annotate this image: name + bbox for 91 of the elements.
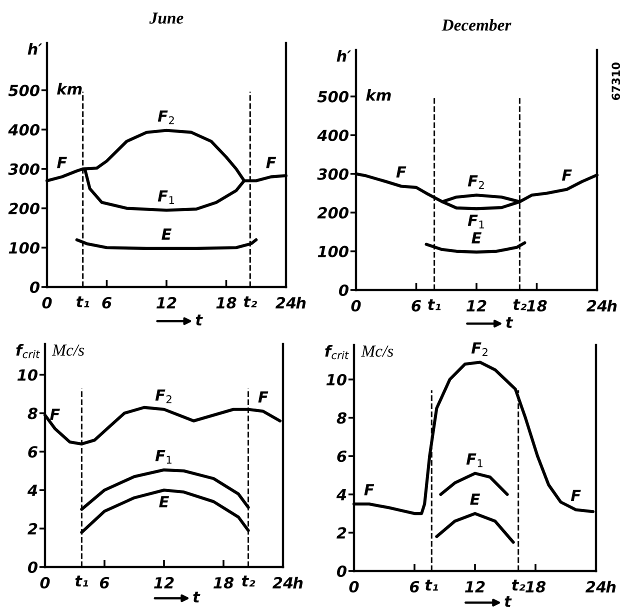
text: h bbox=[606, 580, 616, 592]
annotation: Mc/s bbox=[361, 346, 394, 357]
x-tick-label: 0 bbox=[349, 580, 359, 593]
annotation: E bbox=[159, 496, 170, 508]
annotation: F$_{2}$ bbox=[471, 342, 488, 356]
y-tick-label: 10 bbox=[326, 374, 347, 386]
annotation: F bbox=[266, 156, 276, 168]
x-tick-label: 24 bbox=[585, 580, 606, 592]
y-tick-label: 8 bbox=[28, 408, 38, 420]
x-tick-label: 12 bbox=[466, 300, 486, 312]
text: h bbox=[296, 296, 306, 308]
annotation: F bbox=[57, 156, 67, 168]
y-axis-title: h′ bbox=[28, 43, 42, 55]
text: 67310 bbox=[612, 62, 620, 100]
y-tick-label: 2 bbox=[336, 527, 346, 538]
x-tick-label: 0 bbox=[40, 576, 50, 589]
y-tick-label: 0 bbox=[336, 565, 347, 578]
annotation: F$_{2}$ bbox=[158, 110, 174, 124]
y-axis-title: f$_{crit}$ bbox=[325, 345, 349, 360]
y-tick-label: 6 bbox=[337, 450, 347, 462]
y-tick-label: 0 bbox=[28, 561, 38, 574]
x-axis-title: t bbox=[196, 314, 203, 326]
ref-line-label: t₂ bbox=[244, 296, 258, 308]
annotation: km bbox=[366, 89, 391, 101]
annotation: E bbox=[162, 228, 172, 240]
annotation: E bbox=[472, 232, 482, 244]
y-tick-label: 400 bbox=[8, 124, 40, 136]
x-tick-label: 0 bbox=[42, 296, 52, 309]
x-tick-label: 18 bbox=[526, 300, 547, 312]
x-axis-title: t bbox=[506, 317, 514, 328]
y-tick-label: 10 bbox=[17, 369, 38, 381]
x-tick-label: 18 bbox=[214, 576, 234, 589]
x-tick-label: 6 bbox=[412, 300, 422, 312]
annotation: F bbox=[570, 490, 581, 501]
x-axis-title: t bbox=[504, 596, 512, 607]
annotation: F$_{2}$ bbox=[155, 389, 172, 404]
annotation: F bbox=[258, 391, 268, 403]
y-tick-label: 100 bbox=[318, 246, 349, 258]
y-tick-label: 200 bbox=[317, 207, 349, 219]
y-tick-label: 4 bbox=[336, 489, 346, 500]
x-tick-label: 18 bbox=[526, 580, 546, 593]
ref-line-label: t₂ bbox=[242, 576, 256, 586]
y-tick-label: 100 bbox=[8, 242, 40, 254]
x-tick-label: 12 bbox=[156, 296, 176, 308]
annotation: F$_{1}$ bbox=[466, 453, 482, 468]
annotation: F bbox=[562, 169, 572, 181]
ref-line-label: t₁ bbox=[76, 296, 90, 308]
x-tick-label: 0 bbox=[351, 300, 361, 312]
x-tick-label: 6 bbox=[102, 297, 112, 309]
y-tick-label: 500 bbox=[317, 90, 349, 102]
y-tick-label: 0 bbox=[30, 281, 40, 294]
x-tick-label: 24 bbox=[272, 576, 293, 588]
x-tick-label: 6 bbox=[410, 581, 420, 593]
annotation: F$_{1}$ bbox=[155, 450, 172, 464]
annotation: F bbox=[396, 166, 406, 178]
chart-title: June bbox=[149, 12, 184, 24]
y-axis-title: f$_{crit}$ bbox=[16, 344, 40, 358]
y-tick-label: 500 bbox=[8, 84, 40, 96]
annotation: F$_{1}$ bbox=[158, 190, 174, 204]
ref-line-label: t₂ bbox=[512, 580, 526, 591]
annotation: F$_{2}$ bbox=[468, 175, 484, 189]
y-axis-title: h′ bbox=[336, 50, 352, 62]
annotation: E bbox=[470, 494, 480, 505]
ref-line-label: t₁ bbox=[425, 580, 438, 591]
y-tick-label: 6 bbox=[28, 446, 38, 458]
ref-line-label: t₁ bbox=[428, 299, 441, 310]
annotation: F bbox=[50, 408, 60, 420]
ref-line-label: t₁ bbox=[75, 576, 88, 586]
y-tick-label: 8 bbox=[336, 412, 346, 424]
x-tick-label: 12 bbox=[154, 576, 174, 588]
chart-title: December bbox=[442, 18, 512, 31]
ref-line-label: t₂ bbox=[513, 299, 527, 310]
y-tick-label: 300 bbox=[8, 163, 40, 175]
text: h bbox=[293, 576, 303, 588]
annotation: F$_{1}$ bbox=[468, 214, 484, 228]
x-tick-label: 24 bbox=[586, 300, 607, 312]
annotation: km bbox=[57, 82, 82, 94]
x-tick-label: 6 bbox=[100, 577, 110, 589]
y-tick-label: 2 bbox=[28, 523, 38, 534]
y-tick-label: 0 bbox=[338, 284, 349, 296]
y-tick-label: 300 bbox=[317, 168, 349, 180]
x-tick-label: 24 bbox=[275, 296, 296, 308]
y-tick-label: 400 bbox=[317, 130, 349, 142]
annotation: Mc/s bbox=[52, 344, 84, 356]
x-tick-label: 18 bbox=[216, 296, 236, 309]
text: h bbox=[607, 300, 617, 312]
y-tick-label: 4 bbox=[27, 484, 38, 496]
y-tick-label: 200 bbox=[8, 202, 40, 214]
x-tick-label: 12 bbox=[465, 580, 485, 592]
annotation: F bbox=[364, 484, 374, 496]
x-axis-title: t bbox=[193, 592, 200, 602]
